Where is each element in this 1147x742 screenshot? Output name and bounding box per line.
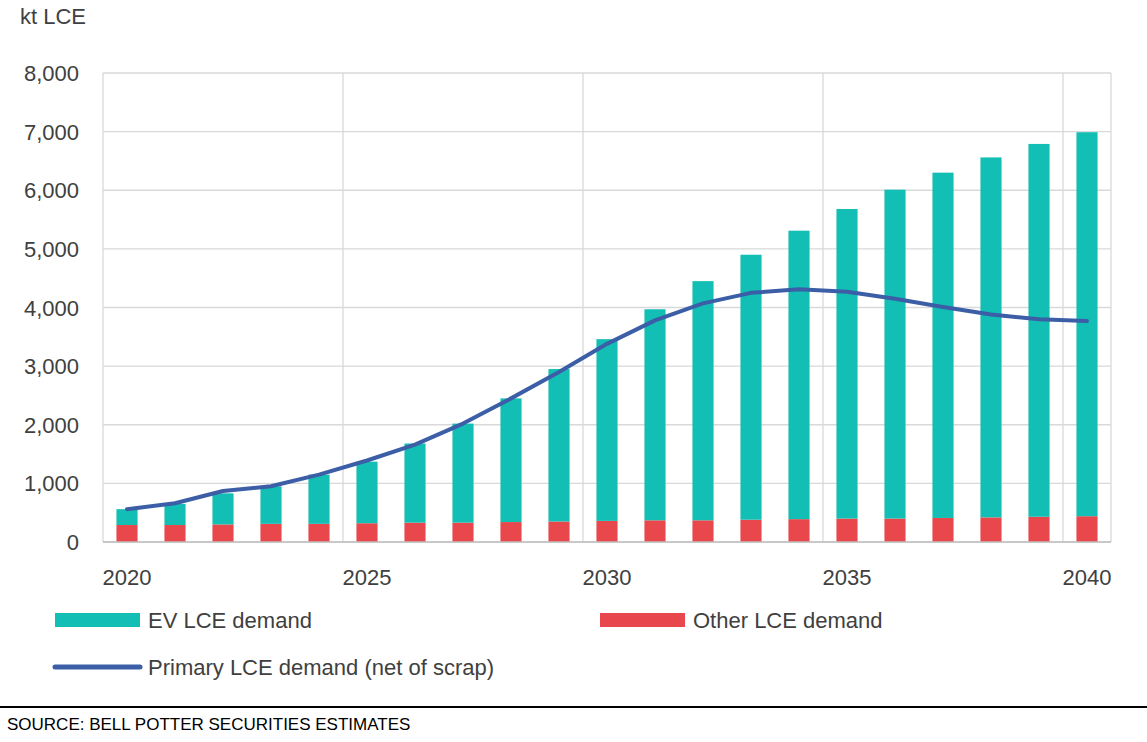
bar [1076,516,1097,542]
bar [596,339,617,521]
y-tick-label: 5,000 [24,237,79,262]
bar [356,462,377,524]
bar [452,523,473,542]
bar [164,525,185,542]
y-grid-line [103,190,1111,191]
legend-swatch [55,613,140,627]
bar [404,523,425,542]
bar [116,525,137,542]
x-tick-label: 2020 [103,565,152,590]
bar [980,157,1001,517]
y-tick-label: 7,000 [24,120,79,145]
bar [404,444,425,523]
bar [980,517,1001,542]
x-grid-line [822,73,823,542]
bar [212,493,233,524]
chart: kt LCE 0 1,000 2,000 3,000 4,000 5,000 6,000 7,0… [0,0,1147,742]
x-tick-label: 2025 [343,565,392,590]
source-note: SOURCE: BELL POTTER SECURITIES ESTIMATES [7,715,410,734]
bar [356,523,377,542]
x-grid-line [1110,73,1111,542]
bar [884,190,905,519]
bar [164,504,185,525]
bar [644,520,665,542]
bar [260,486,281,524]
bar [596,521,617,542]
bar [1076,132,1097,516]
y-tick-label: 1,000 [24,471,79,496]
x-axis-line [103,541,1111,543]
bar [548,521,569,542]
bar [260,524,281,542]
line [127,289,1087,509]
y-tick-label: 4,000 [24,296,79,321]
x-tick-label: 2040 [1063,565,1112,590]
bar [788,231,809,519]
legend-swatch [600,613,685,627]
bar [1028,517,1049,542]
bar [932,518,953,542]
x-grid-line [582,73,583,542]
y-axis-title: kt LCE [20,4,86,29]
y-grid-line [103,541,1111,542]
x-grid-line [342,73,343,542]
x-grid-line [1062,73,1063,542]
y-grid-line [103,72,1111,73]
y-axis-line [102,73,103,542]
legend-swatch [55,665,140,670]
y-tick-label: 2,000 [24,413,79,438]
bar [1028,144,1049,517]
bar [788,519,809,542]
bar [836,519,857,542]
bar [500,398,521,522]
bar [692,281,713,520]
legend-label: Primary LCE demand (net of scrap) [148,655,494,680]
bar [836,209,857,519]
y-tick-label: 8,000 [24,61,79,86]
y-grid-line [103,131,1111,132]
bar [644,309,665,520]
bar [308,475,329,524]
bar [692,520,713,542]
y-grid-line [103,248,1111,249]
source-rule [0,706,1147,708]
legend-label: Other LCE demand [693,608,883,633]
y-tick-label: 6,000 [24,178,79,203]
y-tick-label: 0 [67,530,79,555]
x-tick-label: 2030 [583,565,632,590]
bar [884,519,905,542]
bar [212,524,233,542]
plot-area [116,132,1097,542]
bar [740,520,761,542]
bar [932,173,953,518]
bar [308,524,329,542]
x-tick-label: 2035 [823,565,872,590]
legend-label: EV LCE demand [148,608,312,633]
bar [452,424,473,523]
bar [548,369,569,521]
bar [116,509,137,525]
bar [500,522,521,542]
y-tick-label: 3,000 [24,354,79,379]
